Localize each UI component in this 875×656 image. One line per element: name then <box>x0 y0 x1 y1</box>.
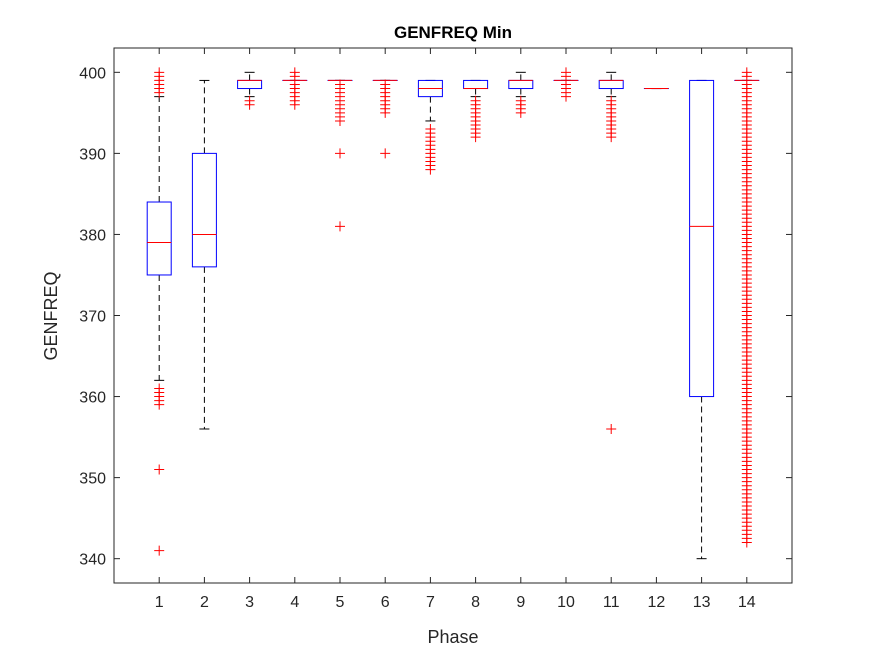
x-tick-label: 12 <box>648 594 666 611</box>
outlier-point <box>335 148 345 159</box>
y-axis-ticks: 340 350 360 370 380 390 400 <box>79 65 792 569</box>
x-tick-label: 5 <box>336 594 345 611</box>
box-phase-8 <box>463 79 489 143</box>
x-tick-label: 8 <box>471 594 480 611</box>
outlier-point <box>154 383 165 394</box>
x-tick-label: 7 <box>426 594 435 611</box>
box-phase-10 <box>553 67 579 102</box>
outlier-point <box>515 95 526 106</box>
x-tick-label: 6 <box>381 594 390 611</box>
outlier-point <box>606 423 617 434</box>
x-axis-label: Phase <box>427 627 478 647</box>
x-tick-label: 14 <box>738 594 756 611</box>
chart-title: GENFREQ Min <box>394 23 512 42</box>
outlier-point <box>380 148 391 159</box>
box-phase-13 <box>689 79 715 560</box>
box-phase-14 <box>734 67 760 548</box>
outlier-point <box>335 79 345 90</box>
x-tick-label: 2 <box>200 594 209 611</box>
y-tick-label: 400 <box>79 65 106 82</box>
outlier-point <box>606 95 617 106</box>
x-tick-label: 1 <box>155 594 164 611</box>
outlier-point <box>380 79 391 90</box>
x-axis-ticks: 1 2 3 4 5 6 7 8 9 10 11 12 13 14 <box>155 48 756 611</box>
plot-frame <box>113 47 793 584</box>
x-tick-label: 9 <box>516 594 525 611</box>
iqr-box <box>689 79 715 398</box>
box-phase-4 <box>282 67 308 110</box>
box-phase-1 <box>146 67 172 556</box>
y-tick-label: 340 <box>79 552 106 569</box>
outlier-point <box>289 67 300 78</box>
box-phase-5 <box>327 79 353 232</box>
y-axis-label: GENFREQ <box>41 271 61 360</box>
box-phase-11 <box>598 71 624 434</box>
iqr-box <box>146 201 172 276</box>
iqr-box <box>191 152 217 268</box>
box-phase-6 <box>372 79 398 159</box>
outlier-point <box>244 95 255 106</box>
outlier-point <box>154 545 165 556</box>
outlier-point <box>335 221 345 232</box>
box-phase-3 <box>237 71 263 110</box>
y-tick-label: 360 <box>79 390 106 407</box>
y-tick-label: 350 <box>79 471 106 488</box>
outlier-point <box>425 124 436 135</box>
outlier-point <box>154 67 165 78</box>
plot-area <box>113 47 793 584</box>
outlier-point <box>470 95 481 106</box>
box-series <box>146 67 760 560</box>
x-tick-label: 3 <box>245 594 254 611</box>
x-tick-label: 11 <box>603 594 620 611</box>
outlier-point <box>561 67 571 78</box>
x-tick-label: 10 <box>557 594 575 611</box>
outlier-point <box>154 464 165 475</box>
box-phase-2 <box>191 79 217 430</box>
y-tick-label: 370 <box>79 309 106 326</box>
x-tick-label: 4 <box>290 594 299 611</box>
box-phase-7 <box>417 79 443 175</box>
outlier-point <box>741 67 752 78</box>
x-tick-label: 13 <box>693 594 711 611</box>
y-tick-label: 380 <box>79 227 106 244</box>
y-tick-label: 390 <box>79 146 106 163</box>
box-phase-9 <box>508 71 534 118</box>
